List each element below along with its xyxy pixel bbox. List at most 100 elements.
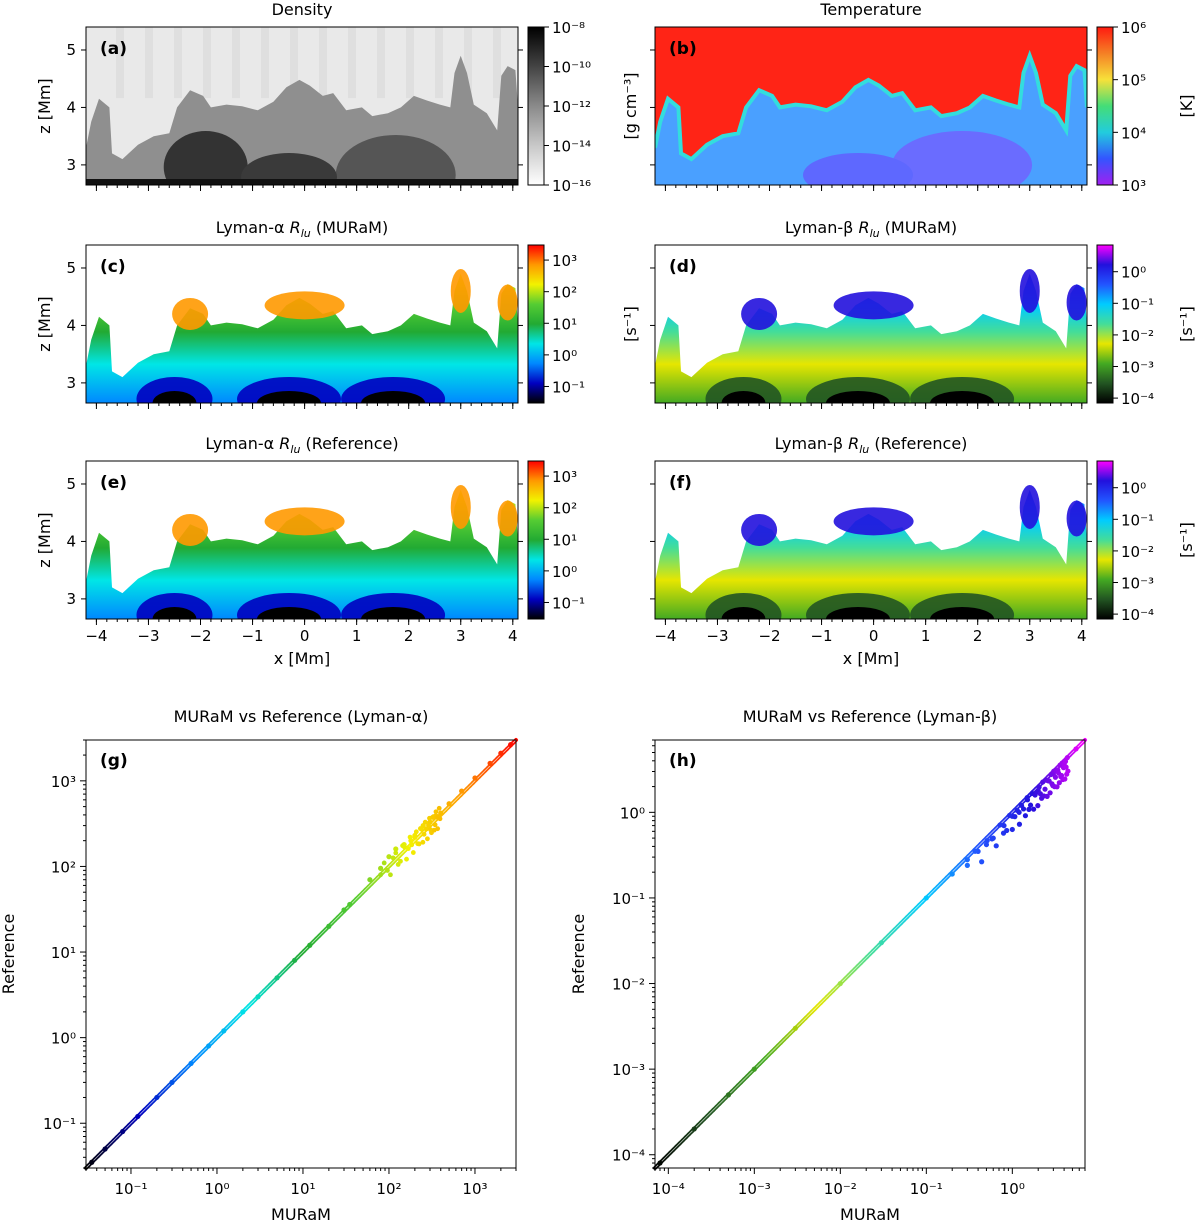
scatter-point: [837, 980, 843, 987]
panel-g-xlabel: MURaM: [271, 1205, 331, 1224]
scatter-point: [367, 877, 373, 883]
xtick-label: −3: [137, 627, 159, 645]
scatter-point: [1044, 793, 1050, 799]
xtick-label: 10²: [376, 1180, 401, 1198]
panel-f-xlabel: x [Mm]: [843, 649, 899, 668]
xtick-label: −4: [85, 627, 107, 645]
scatter-point: [120, 1128, 126, 1135]
colorbar-tick-label: 10⁰: [1121, 480, 1146, 498]
scatter-point: [964, 857, 970, 863]
panel-c-colorbar: [527, 244, 545, 404]
ytick-label: 3: [66, 590, 76, 608]
colorbar-tick-label: 10⁻¹⁰: [552, 59, 591, 77]
ytick-label: 10⁻²: [612, 976, 645, 994]
ytick-label: 3: [66, 374, 76, 392]
panel-f-image: [655, 461, 1087, 619]
scatter-point: [410, 850, 416, 855]
scatter-point: [984, 838, 990, 844]
colorbar-tick-label: 10⁻³: [1121, 359, 1154, 377]
scatter-point: [1024, 795, 1030, 801]
panel-d-label: (d): [669, 257, 697, 277]
panel-g-label: (g): [100, 751, 128, 771]
panel-d-colorbar: [1096, 244, 1114, 404]
colorbar-tick-label: 10¹: [552, 531, 577, 549]
scatter-point: [691, 1126, 697, 1132]
colorbar-tick-label: 10⁻¹⁴: [552, 138, 591, 156]
panel-a-title: Density: [272, 0, 333, 19]
scatter-point: [1065, 768, 1071, 774]
scatter-point: [1042, 786, 1048, 792]
ytick-label: 10²: [51, 858, 76, 876]
scatter-point: [405, 846, 411, 851]
xtick-label: −2: [758, 627, 780, 645]
scatter-point: [404, 856, 409, 862]
scatter-point: [135, 1113, 141, 1120]
panel-d-colorbar-label: [s⁻¹]: [1177, 306, 1196, 342]
ytick-label: 5: [66, 41, 76, 59]
scatter-point: [398, 858, 403, 864]
scatter-point: [1052, 774, 1059, 780]
scatter-point: [993, 843, 999, 849]
scatter-point: [422, 819, 428, 825]
panel-d-image: [655, 245, 1087, 403]
panel-h-frame: [654, 739, 1086, 1169]
panel-g-title: MURaM vs Reference (Lyman-α): [174, 707, 429, 726]
panel-a-ylabel: z [Mm]: [35, 78, 54, 133]
scatter-point: [792, 1025, 798, 1031]
colorbar-tick-label: 10²: [552, 500, 577, 518]
xtick-label: −1: [810, 627, 832, 645]
scatter-point: [983, 841, 990, 848]
scatter-point: [393, 846, 399, 852]
scatter-point: [407, 834, 413, 840]
colorbar-tick-label: 10⁻¹: [552, 378, 585, 396]
panel-a-frame: [85, 26, 519, 186]
panel-h-xlabel: MURaM: [840, 1205, 900, 1224]
scatter-point: [425, 836, 430, 842]
panel-f-colorbar: [1096, 460, 1114, 620]
ytick-label: 10⁰: [620, 804, 645, 822]
scatter-point: [498, 750, 504, 756]
scatter-point: [1014, 807, 1020, 813]
panel-e-xlabel: x [Mm]: [274, 649, 330, 668]
scatter-point: [459, 788, 465, 794]
panel-e-image: [86, 461, 518, 619]
scatter-point: [388, 872, 393, 878]
panel-a-image: [86, 27, 518, 185]
scatter-point: [949, 871, 955, 877]
panel-a-colorbar-label: [g cm⁻³]: [621, 73, 640, 140]
scatter-point: [386, 854, 392, 860]
scatter-point: [1058, 772, 1065, 779]
colorbar-tick-label: 10⁻¹: [1121, 295, 1154, 313]
scatter-point: [964, 862, 970, 868]
scatter-point: [487, 760, 493, 766]
scatter-point: [1001, 823, 1007, 829]
xtick-label: 10¹: [290, 1180, 315, 1198]
scatter-point: [402, 844, 408, 850]
scatter-point: [188, 1060, 194, 1067]
colorbar-tick-label: 10⁰: [552, 347, 577, 365]
scatter-point: [89, 1159, 95, 1165]
xtick-label: 1: [921, 627, 931, 645]
scatter-point: [255, 994, 261, 1000]
ytick-label: 10¹: [51, 944, 76, 962]
xtick-label: 0: [300, 627, 310, 645]
scatter-point: [421, 831, 427, 837]
scatter-point: [1022, 813, 1029, 819]
scatter-point: [1020, 806, 1027, 812]
scatter-point: [1073, 746, 1079, 752]
colorbar-tick-label: 10⁻³: [1121, 575, 1154, 593]
ytick-label: 4: [66, 532, 76, 550]
colorbar-tick-label: 10⁻¹: [552, 594, 585, 612]
panel-g-ylabel: Reference: [0, 914, 18, 995]
ytick-label: 3: [66, 156, 76, 174]
colorbar-tick-label: 10⁻⁸: [552, 19, 585, 37]
xtick-label: 10⁻³: [738, 1180, 771, 1198]
scatter-point: [1009, 826, 1015, 833]
panel-b-label: (b): [669, 39, 697, 59]
scatter-point: [1016, 821, 1023, 827]
scatter-point: [989, 836, 995, 842]
scatter-point: [657, 1160, 663, 1166]
scatter-point: [972, 848, 978, 854]
panel-f-label: (f): [669, 473, 692, 493]
